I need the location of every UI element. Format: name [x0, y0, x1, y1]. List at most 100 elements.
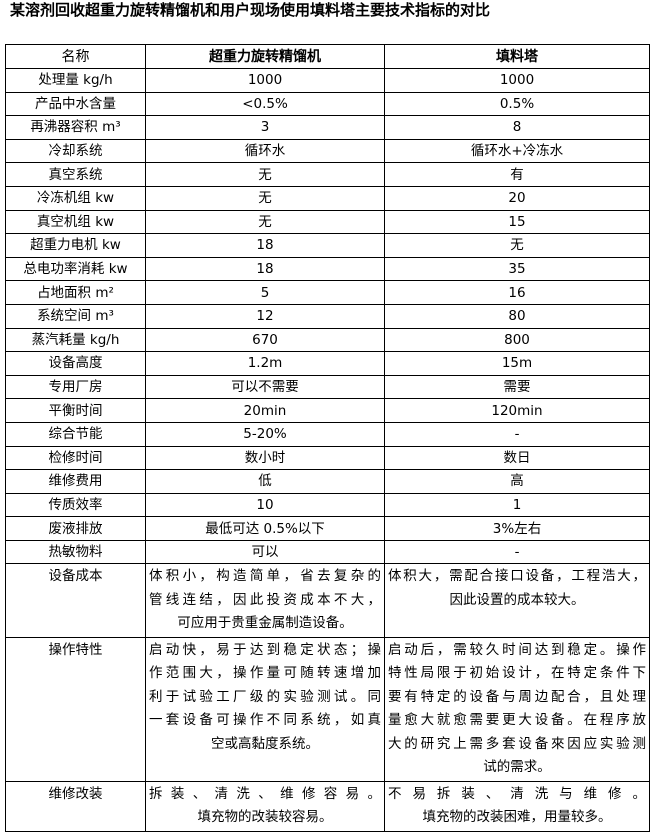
rotating-still-value: 10 [145, 492, 385, 518]
table-row: 真空系统无有 [5, 162, 650, 187]
table-row: 冷冻机组 kw 无 20 [5, 185, 650, 211]
text-line: 体积小，构造简单，省去复杂的 [149, 568, 381, 585]
text-line: 启动后，需较久时间达到稳定。操作 [388, 641, 646, 658]
header-packed-tower: 填料塔 [384, 44, 650, 69]
table-row: 蒸汽耗量 kg/h 670 800 [5, 327, 650, 353]
row-label: 真空机组 kw [5, 209, 146, 235]
text-line: 体积大，需配合接口设备，工程浩大， [388, 568, 646, 585]
row-label: 蒸汽耗量 kg/h [5, 327, 146, 353]
text-line: 作范围大，操作量可随转速增加 [149, 665, 381, 682]
packed-tower-value: 有 [384, 162, 650, 187]
text-line: 不易拆装、清洗与维修。 [388, 785, 646, 802]
table-row: 废液排放 最低可达 0.5%以下 3%左右 [5, 516, 650, 541]
row-label: 处理量 kg/h [5, 68, 146, 93]
packed-tower-value: 15m [384, 351, 650, 376]
row-label: 产品中水含量 [5, 91, 146, 117]
row-label: 维修费用 [5, 469, 146, 494]
row-label: 传质效率 [5, 492, 146, 518]
text-line: 填充物的改装较容易。 [197, 809, 333, 826]
text-line: 大的研究上需多套设备來因应实验测 [388, 735, 646, 752]
rotating-still-value: 无 [145, 185, 385, 211]
table-row: 操作特性 启动快，易于达到稳定状态；操 作范围大，操作量可随转速增加 利于试验工厂级的… [5, 636, 650, 782]
packed-tower-value: 120min [384, 398, 650, 423]
rotating-still-value: 无 [145, 209, 385, 235]
comparison-table: 名称 超重力旋转精馏机 填料塔 处理量 kg/h 1000 1000 产品中水含量 <0… [5, 44, 650, 832]
packed-tower-value: 需要 [384, 374, 650, 400]
rotating-still-value: 最低可达 0.5%以下 [145, 516, 385, 541]
table-row: 超重力电机 kw 18 无 [5, 233, 650, 258]
text-line: 可应用于贵重金属制造设备。 [177, 615, 353, 632]
table-row: 检修时间 数小时 数日 [5, 445, 650, 471]
table-row: 再沸器容积 m³ 3 8 [5, 115, 650, 140]
table-row: 维修费用低高 [5, 469, 650, 494]
table-row: 冷却系统 循环水 循环水+冷冻水 [5, 138, 650, 164]
row-label: 冷冻机组 kw [5, 185, 146, 211]
row-label: 再沸器容积 m³ [5, 115, 146, 140]
row-label: 总电功率消耗 kw [5, 256, 146, 282]
packed-tower-value: 800 [384, 327, 650, 353]
table-row: 系统空间 m³ 12 80 [5, 303, 650, 329]
row-label: 冷却系统 [5, 138, 146, 164]
table-row: 处理量 kg/h 1000 1000 [5, 68, 650, 93]
row-label: 操作特性 [5, 636, 146, 782]
page-title: 某溶剂回收超重力旋转精馏机和用户现场使用填料塔主要技术指标的对比 [10, 1, 491, 19]
row-label: 热敏物料 [5, 539, 146, 565]
rotating-still-value: 低 [145, 469, 385, 494]
row-label: 废液排放 [5, 516, 146, 541]
packed-tower-value: - [384, 539, 650, 565]
row-label: 专用厂房 [5, 374, 146, 400]
row-label: 占地面积 m² [5, 280, 146, 305]
rotating-still-value: 可以不需要 [145, 374, 385, 400]
packed-tower-value: 35 [384, 256, 650, 282]
packed-tower-value: 无 [384, 233, 650, 258]
text-line: 量愈大就愈需要更大设备。在程序放 [388, 712, 646, 729]
table-header-row: 名称 超重力旋转精馏机 填料塔 [5, 44, 650, 69]
text-line: 要有特定的设备与周边配合，且处理 [388, 688, 646, 705]
packed-tower-value: 1000 [384, 68, 650, 93]
table-row: 专用厂房 可以不需要 需要 [5, 374, 650, 400]
rotating-still-value: 5-20% [145, 421, 385, 447]
table-row: 总电功率消耗 kw 18 35 [5, 256, 650, 282]
text-line: 拆装、清洗、维修容易。 [149, 785, 381, 802]
rotating-still-value: 20min [145, 398, 385, 423]
text-line: 试的需求。 [483, 759, 551, 776]
rotating-still-value: 启动快，易于达到稳定状态；操 作范围大，操作量可随转速增加 利于试验工厂级的实验测试… [145, 636, 385, 782]
packed-tower-value: 启动后，需较久时间达到稳定。操作 特性局限于初始设计，在特定条件下 要有特定的设备与… [384, 636, 650, 782]
packed-tower-value: 体积大，需配合接口设备，工程浩大， 因此设置的成本较大。 [384, 563, 650, 638]
text-line: 启动快，易于达到稳定状态；操 [149, 641, 381, 658]
table-row: 设备成本 体积小，构造简单，省去复杂的 管线连结，因此投资成本不大， 可应用于贵重金属… [5, 563, 650, 638]
table-row: 热敏物料 可以 - [5, 539, 650, 565]
packed-tower-value: 20 [384, 185, 650, 211]
packed-tower-value: 循环水+冷冻水 [384, 138, 650, 164]
text-line: 因此设置的成本较大。 [449, 591, 585, 608]
rotating-still-value: 12 [145, 303, 385, 329]
rotating-still-value: 18 [145, 233, 385, 258]
row-label: 设备高度 [5, 351, 146, 376]
packed-tower-value: 数日 [384, 445, 650, 471]
rotating-still-value: 拆装、清洗、维修容易。 填充物的改装较容易。 [145, 780, 385, 832]
table-row: 平衡时间 20min 120min [5, 398, 650, 423]
table-row: 产品中水含量 <0.5% 0.5% [5, 91, 650, 117]
row-label: 维修改装 [5, 780, 146, 832]
packed-tower-value: 8 [384, 115, 650, 140]
header-name: 名称 [5, 44, 146, 69]
rotating-still-value: 循环水 [145, 138, 385, 164]
rotating-still-value: 5 [145, 280, 385, 305]
rotating-still-value: 数小时 [145, 445, 385, 471]
rotating-still-value: 体积小，构造简单，省去复杂的 管线连结，因此投资成本不大， 可应用于贵重金属制造设备… [145, 563, 385, 638]
rotating-still-value: 1000 [145, 68, 385, 93]
row-label: 系统空间 m³ [5, 303, 146, 329]
text-line: 一套设备可操作不同系统，如真 [149, 712, 381, 729]
row-label: 真空系统 [5, 162, 146, 187]
rotating-still-value: 1.2m [145, 351, 385, 376]
table-row: 传质效率 10 1 [5, 492, 650, 518]
packed-tower-value: 80 [384, 303, 650, 329]
rotating-still-value: 可以 [145, 539, 385, 565]
table-row: 维修改装 拆装、清洗、维修容易。 填充物的改装较容易。 不易拆装、清洗与维修。填充物的… [5, 780, 650, 832]
header-rotating-still: 超重力旋转精馏机 [145, 44, 385, 69]
row-label: 超重力电机 kw [5, 233, 146, 258]
text-line: 特性局限于初始设计，在特定条件下 [388, 665, 646, 682]
row-label: 设备成本 [5, 563, 146, 638]
packed-tower-value: 高 [384, 469, 650, 494]
text-line: 利于试验工厂级的实验测试。同 [149, 688, 381, 705]
